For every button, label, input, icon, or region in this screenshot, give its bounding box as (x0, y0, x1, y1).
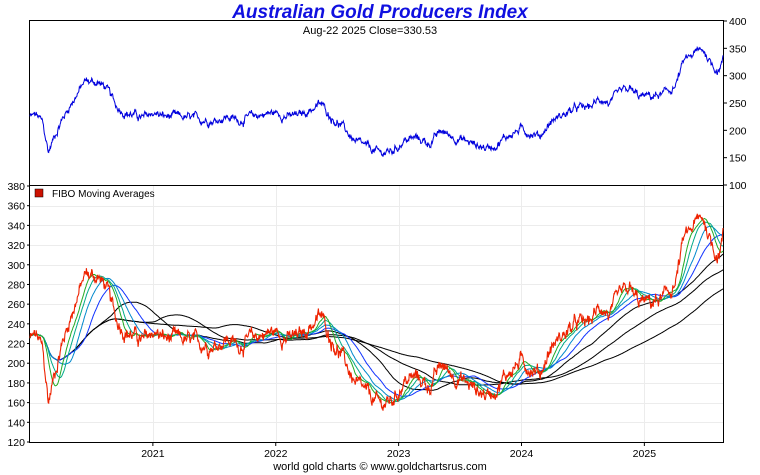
top-y-tick-label: 100 (729, 180, 747, 192)
bottom-y-tick-label: 320 (7, 240, 25, 252)
bottom-y-tick-label: 380 (7, 181, 25, 193)
series-ma-21 (29, 225, 724, 401)
x-tick-label: 2021 (141, 448, 165, 460)
footer-credit: world gold charts © www.goldchartsrus.co… (273, 461, 487, 473)
series-index (29, 213, 724, 411)
bottom-y-tick-label: 340 (7, 220, 25, 232)
bottom-y-tick-label: 280 (7, 279, 25, 291)
bottom-y-axis: 120 140 160 180 200 220 240 260 280 300 320 340 360 3… (7, 181, 30, 449)
top-panel-frame (29, 20, 724, 186)
top-y-tick-label: 250 (729, 98, 747, 110)
bottom-y-tick-label: 140 (7, 417, 25, 429)
top-series-group (29, 45, 724, 157)
bottom-y-tick-label: 300 (7, 260, 25, 272)
series-ma-34 (29, 233, 724, 398)
bottom-panel-frame (29, 185, 724, 443)
series-ma-13 (29, 221, 723, 403)
top-y-tick-label: 150 (729, 153, 747, 165)
bottom-y-tick-label: 200 (7, 358, 25, 370)
top-y-axis: 100 150 200 250 300 350 400 (723, 16, 747, 192)
top-y-tick-label: 200 (729, 125, 747, 137)
chart-title: Australian Gold Producers Index (232, 2, 528, 23)
bottom-y-tick-label: 180 (7, 378, 25, 390)
top-y-tick-label: 300 (729, 71, 747, 83)
x-tick-label: 2025 (633, 448, 657, 460)
x-tick-label: 2022 (264, 448, 288, 460)
legend-swatch (34, 188, 44, 198)
x-tick-label: 2024 (510, 448, 534, 460)
bottom-y-tick-label: 240 (7, 319, 25, 331)
top-y-tick-label: 350 (729, 43, 747, 55)
bottom-grid (30, 186, 723, 442)
bottom-y-tick-label: 160 (7, 398, 25, 410)
series-ma-55 (29, 253, 724, 391)
legend-label: FIBO Moving Averages (52, 189, 155, 200)
bottom-y-tick-label: 260 (7, 299, 25, 311)
bottom-series-group (29, 213, 724, 411)
x-axis: 2021 2022 2023 2024 2025 (141, 442, 656, 460)
top-index-line (29, 45, 724, 157)
bottom-y-tick-label: 360 (7, 201, 25, 213)
top-subtitle: Aug-22 2025 Close=330.53 (303, 25, 437, 37)
series-ma-144 (29, 288, 724, 385)
bottom-y-tick-label: 220 (7, 339, 25, 351)
series-ma-89 (29, 269, 724, 386)
series-ma-8 (29, 217, 724, 404)
x-tick-label: 2023 (387, 448, 411, 460)
top-y-tick-label: 400 (729, 16, 747, 28)
bottom-y-tick-label: 120 (7, 437, 25, 449)
